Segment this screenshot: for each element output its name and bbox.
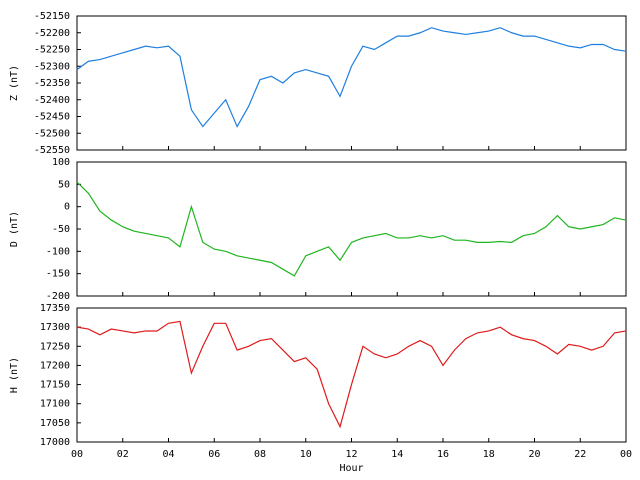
panel-frame — [76, 15, 627, 151]
y-tick-label: -50 — [52, 224, 70, 235]
y-tick-label: 0 — [64, 202, 70, 213]
y-axis-label: D (nT) — [9, 211, 20, 247]
y-tick-label: -52300 — [34, 61, 70, 72]
y-tick-label: 17100 — [40, 399, 70, 410]
y-tick-label: -100 — [46, 246, 70, 257]
y-tick-label: 17000 — [40, 437, 70, 448]
x-tick-label: 20 — [528, 449, 540, 460]
x-axis-label: Hour — [339, 463, 363, 474]
y-tick-label: 17050 — [40, 418, 70, 429]
x-tick-label: 00 — [71, 449, 83, 460]
x-tick-label: 02 — [117, 449, 129, 460]
y-tick-label: -52400 — [34, 95, 70, 106]
x-tick-label: 12 — [345, 449, 357, 460]
x-tick-label: 22 — [574, 449, 586, 460]
data-line — [76, 181, 627, 277]
y-axis-label: Z (nT) — [9, 65, 20, 101]
x-tick-label: 06 — [208, 449, 220, 460]
y-tick-label: 17200 — [40, 360, 70, 371]
y-tick-label: -52250 — [34, 45, 70, 56]
y-axis-label: H (nT) — [9, 357, 20, 393]
y-tick-label: 100 — [52, 157, 70, 168]
x-tick-label: 16 — [437, 449, 449, 460]
x-tick-label: 14 — [391, 449, 403, 460]
y-tick-label: -52550 — [34, 145, 70, 156]
y-tick-label: -52500 — [34, 128, 70, 139]
data-line — [76, 27, 627, 128]
x-tick-label: 00 — [620, 449, 632, 460]
y-tick-label: -52200 — [34, 28, 70, 39]
y-tick-label: 50 — [58, 179, 70, 190]
x-tick-label: 04 — [162, 449, 174, 460]
panel-frame — [76, 307, 627, 443]
y-tick-label: 17250 — [40, 341, 70, 352]
x-tick-label: 08 — [254, 449, 266, 460]
y-tick-label: 17350 — [40, 303, 70, 314]
y-tick-label: 17300 — [40, 322, 70, 333]
y-tick-label: -52150 — [34, 11, 70, 22]
data-line — [76, 320, 627, 429]
y-tick-label: -150 — [46, 269, 70, 280]
x-tick-label: 10 — [300, 449, 312, 460]
panel-frame — [76, 161, 627, 297]
y-tick-label: 17150 — [40, 380, 70, 391]
y-tick-label: -52450 — [34, 112, 70, 123]
x-tick-label: 18 — [483, 449, 495, 460]
y-tick-label: -52350 — [34, 78, 70, 89]
y-tick-label: -200 — [46, 291, 70, 302]
